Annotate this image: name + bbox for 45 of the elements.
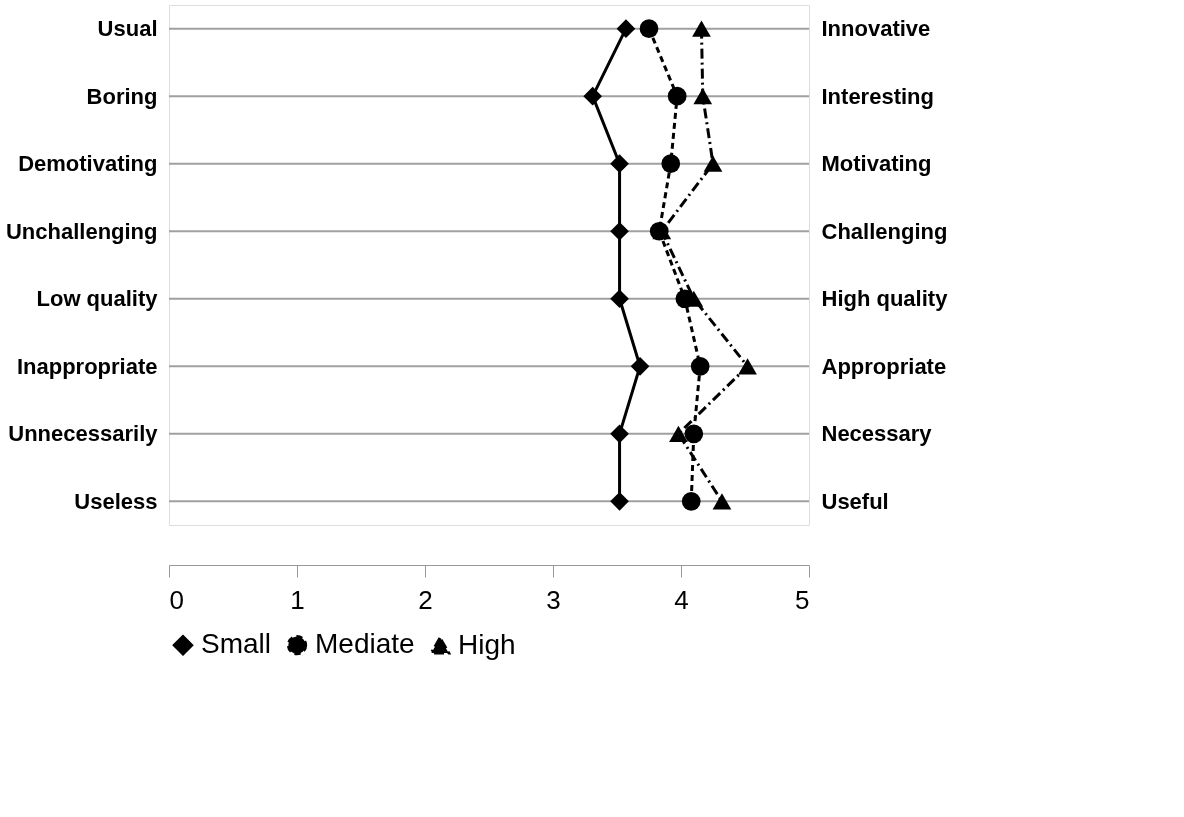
point xyxy=(738,358,757,375)
point xyxy=(703,155,723,172)
y2-tick-label: Interesting xyxy=(821,83,934,109)
x-tick-label: 4 xyxy=(674,584,689,615)
point xyxy=(583,86,603,106)
point xyxy=(712,493,732,510)
y-tick-label: Demotivating xyxy=(18,151,158,177)
y-tick-label: Useless xyxy=(74,488,158,514)
point xyxy=(610,289,629,309)
y2-tick-label: Challenging xyxy=(821,218,948,244)
y-tick-label: Low quality xyxy=(36,286,159,312)
y-tick-label: Boring xyxy=(86,83,158,109)
x-tick-label: 3 xyxy=(546,584,561,615)
x-tick-label: 1 xyxy=(290,584,305,615)
y2-tick-label: Useful xyxy=(821,488,889,514)
y2-tick-label: High quality xyxy=(821,286,949,312)
y2-tick-label: Innovative xyxy=(821,16,931,42)
point xyxy=(610,492,629,511)
y-tick-label: Inappropriate xyxy=(16,353,158,379)
point xyxy=(616,19,636,38)
x-tick-label: 2 xyxy=(418,584,433,615)
point xyxy=(639,19,659,38)
x-tick-label: 5 xyxy=(795,584,810,615)
point xyxy=(610,154,629,174)
point xyxy=(690,356,710,376)
x-tick-label: 0 xyxy=(169,584,184,615)
legend-label: Mediate xyxy=(315,628,415,660)
y-tick-label: Usual xyxy=(97,16,158,42)
point xyxy=(667,86,687,106)
point xyxy=(669,425,688,442)
point xyxy=(610,424,629,444)
y2-tick-label: Necessary xyxy=(821,421,933,447)
y-tick-label: Unchallenging xyxy=(5,218,158,244)
y2-tick-label: Motivating xyxy=(821,151,932,177)
point xyxy=(661,154,681,174)
point xyxy=(684,424,704,444)
point xyxy=(630,356,650,376)
point xyxy=(681,492,701,511)
legend-label: High xyxy=(458,628,516,660)
point xyxy=(610,221,629,241)
point xyxy=(693,88,713,105)
legend-label: Small xyxy=(201,628,272,660)
y-tick-label: Unnecessarily xyxy=(8,421,159,447)
point xyxy=(692,20,711,37)
y2-tick-label: Appropriate xyxy=(821,353,947,379)
